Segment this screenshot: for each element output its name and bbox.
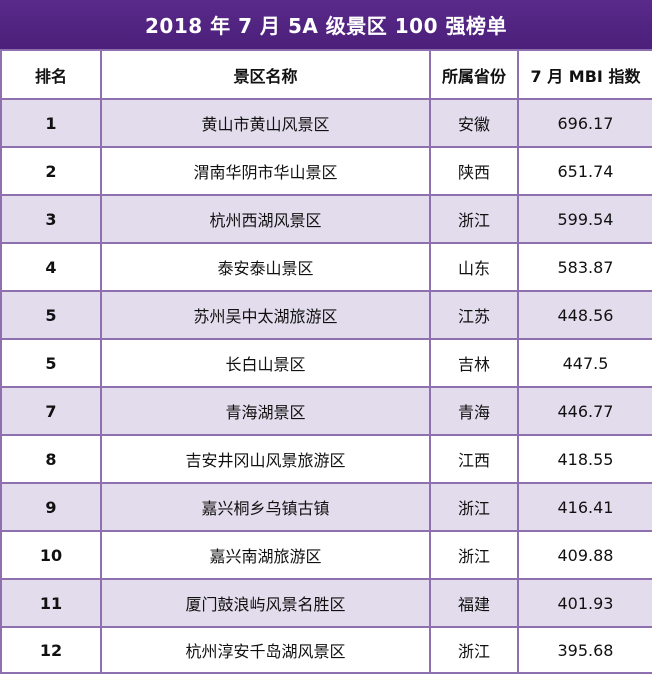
scenic-name-cell: 杭州西湖风景区 [100,194,431,244]
table-row: 5 苏州吴中太湖旅游区 江苏 448.56 [0,290,652,340]
rank-cell: 8 [0,434,102,484]
header-rank: 排名 [0,49,102,100]
province-cell: 江西 [429,434,519,484]
header-mbi-index: 7 月 MBI 指数 [517,49,652,100]
mbi-cell: 696.17 [517,98,652,148]
mbi-cell: 409.88 [517,530,652,580]
scenic-name-cell: 青海湖景区 [100,386,431,436]
rank-cell: 4 [0,242,102,292]
scenic-name-cell: 厦门鼓浪屿风景名胜区 [100,578,431,628]
mbi-cell: 395.68 [517,626,652,674]
rank-cell: 9 [0,482,102,532]
table-row: 5 长白山景区 吉林 447.5 [0,338,652,388]
table-row: 12 杭州淳安千岛湖风景区 浙江 395.68 [0,626,652,674]
scenic-name-cell: 长白山景区 [100,338,431,388]
mbi-cell: 416.41 [517,482,652,532]
table-row: 4 泰安泰山景区 山东 583.87 [0,242,652,292]
province-cell: 安徽 [429,98,519,148]
scenic-name-cell: 嘉兴桐乡乌镇古镇 [100,482,431,532]
province-cell: 江苏 [429,290,519,340]
table-row: 10 嘉兴南湖旅游区 浙江 409.88 [0,530,652,580]
rank-cell: 2 [0,146,102,196]
mbi-cell: 448.56 [517,290,652,340]
rank-cell: 12 [0,626,102,674]
scenic-name-cell: 苏州吴中太湖旅游区 [100,290,431,340]
province-cell: 浙江 [429,482,519,532]
mbi-cell: 447.5 [517,338,652,388]
rank-cell: 5 [0,338,102,388]
rank-cell: 7 [0,386,102,436]
header-province: 所属省份 [429,49,519,100]
header-row: 排名 景区名称 所属省份 7 月 MBI 指数 [0,49,652,100]
scenic-name-cell: 嘉兴南湖旅游区 [100,530,431,580]
province-cell: 浙江 [429,194,519,244]
table-row: 8 吉安井冈山风景旅游区 江西 418.55 [0,434,652,484]
mbi-cell: 401.93 [517,578,652,628]
scenic-name-cell: 渭南华阴市华山景区 [100,146,431,196]
table-row: 2 渭南华阴市华山景区 陕西 651.74 [0,146,652,196]
province-cell: 山东 [429,242,519,292]
rank-cell: 10 [0,530,102,580]
rank-cell: 5 [0,290,102,340]
province-cell: 浙江 [429,626,519,674]
scenic-name-cell: 杭州淳安千岛湖风景区 [100,626,431,674]
mbi-cell: 446.77 [517,386,652,436]
header-scenic-name: 景区名称 [100,49,431,100]
rank-cell: 1 [0,98,102,148]
rank-cell: 3 [0,194,102,244]
province-cell: 浙江 [429,530,519,580]
ranking-table: 排名 景区名称 所属省份 7 月 MBI 指数 1 黄山市黄山风景区 安徽 69… [0,49,652,674]
table-row: 11 厦门鼓浪屿风景名胜区 福建 401.93 [0,578,652,628]
mbi-cell: 583.87 [517,242,652,292]
mbi-cell: 651.74 [517,146,652,196]
table-row: 9 嘉兴桐乡乌镇古镇 浙江 416.41 [0,482,652,532]
table-row: 7 青海湖景区 青海 446.77 [0,386,652,436]
province-cell: 福建 [429,578,519,628]
mbi-cell: 418.55 [517,434,652,484]
scenic-name-cell: 泰安泰山景区 [100,242,431,292]
province-cell: 陕西 [429,146,519,196]
province-cell: 青海 [429,386,519,436]
scenic-name-cell: 黄山市黄山风景区 [100,98,431,148]
table-row: 3 杭州西湖风景区 浙江 599.54 [0,194,652,244]
mbi-cell: 599.54 [517,194,652,244]
table-title: 2018 年 7 月 5A 级景区 100 强榜单 [0,0,652,49]
scenic-name-cell: 吉安井冈山风景旅游区 [100,434,431,484]
rank-cell: 11 [0,578,102,628]
table-row: 1 黄山市黄山风景区 安徽 696.17 [0,98,652,148]
province-cell: 吉林 [429,338,519,388]
